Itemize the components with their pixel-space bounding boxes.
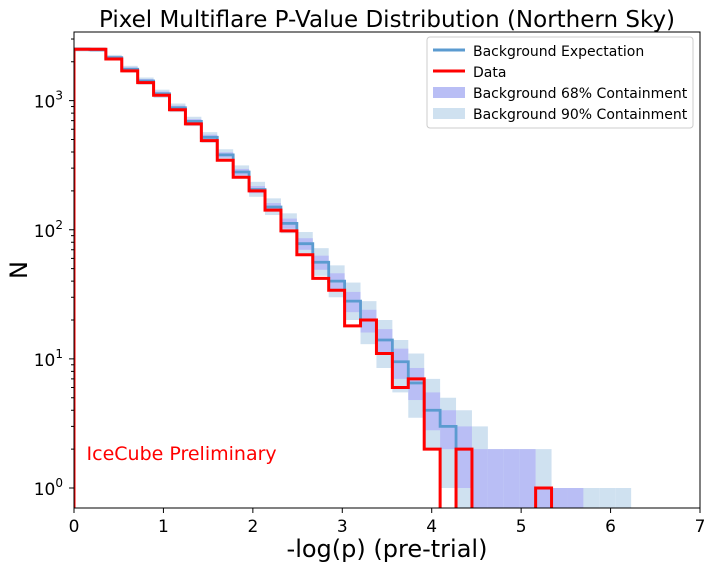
y-tick-label: 103 bbox=[34, 89, 63, 113]
x-tick-label: 2 bbox=[247, 517, 258, 537]
x-tick-label: 3 bbox=[337, 517, 348, 537]
y-axis-label: N bbox=[5, 261, 33, 279]
plot-frame bbox=[73, 31, 701, 509]
x-tick-label: 4 bbox=[426, 517, 437, 537]
x-axis-ticks: 0 1 2 3 4 5 6 7 bbox=[69, 508, 706, 537]
band-bin bbox=[440, 410, 457, 450]
band-bin bbox=[487, 449, 504, 508]
icecube-preliminary-annotation: IceCube Preliminary bbox=[87, 443, 277, 465]
x-tick-label: 6 bbox=[605, 517, 616, 537]
legend-label-68-containment: Background 68% Containment bbox=[473, 86, 688, 102]
band-bin bbox=[471, 449, 488, 508]
x-tick-label: 5 bbox=[516, 517, 527, 537]
band-bin bbox=[503, 449, 520, 508]
band-bin bbox=[615, 487, 632, 508]
legend: Background Expectation Data Background 6… bbox=[426, 36, 694, 129]
band-bin bbox=[583, 487, 600, 508]
legend-label-background-expectation: Background Expectation bbox=[473, 44, 644, 60]
y-tick-label: 101 bbox=[34, 347, 63, 371]
x-tick-label: 0 bbox=[69, 517, 80, 537]
y-axis-ticks: 100 101 102 103 bbox=[34, 38, 74, 500]
band-bin bbox=[392, 348, 409, 379]
band-bin bbox=[519, 449, 536, 508]
legend-label-data: Data bbox=[473, 65, 506, 81]
series-lines bbox=[74, 47, 554, 508]
legend-label-90-containment: Background 90% Containment bbox=[473, 107, 688, 123]
chart-title: Pixel Multiflare P-Value Distribution (N… bbox=[99, 7, 675, 33]
band-bin bbox=[551, 487, 568, 508]
band-bin bbox=[456, 426, 472, 488]
series-line-data bbox=[74, 47, 554, 508]
legend-swatch-90-containment bbox=[433, 108, 465, 119]
y-tick-label: 102 bbox=[34, 218, 63, 242]
band-bin bbox=[567, 487, 584, 508]
x-tick-label: 7 bbox=[695, 517, 706, 537]
band-bin bbox=[599, 487, 616, 508]
x-axis-label: -log(p) (pre-trial) bbox=[287, 535, 488, 563]
series-line-background-expectation bbox=[74, 47, 472, 508]
legend-box bbox=[426, 36, 694, 129]
plot-area bbox=[74, 47, 632, 508]
band-bin bbox=[535, 487, 552, 508]
legend-swatch-68-containment bbox=[433, 87, 465, 98]
y-tick-label: 100 bbox=[34, 476, 63, 500]
x-tick-label: 1 bbox=[158, 517, 169, 537]
